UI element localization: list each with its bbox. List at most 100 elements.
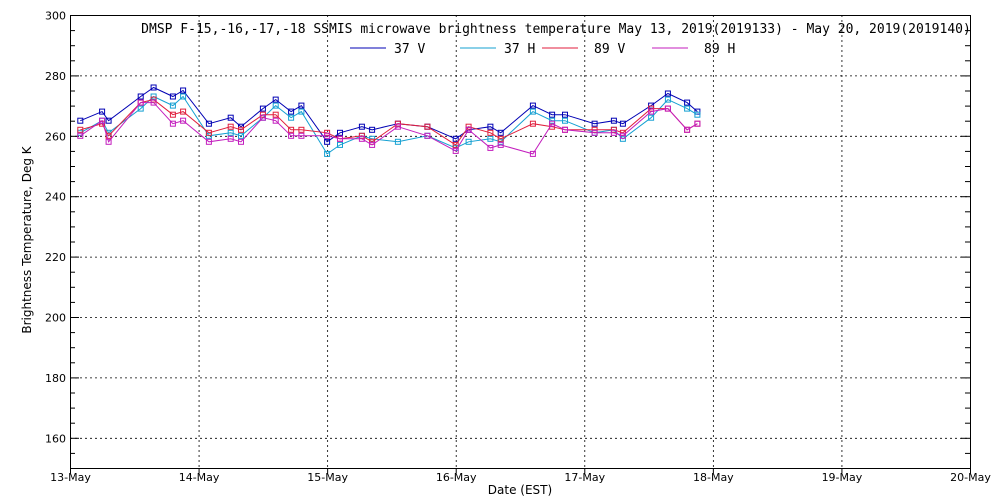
x-axis-title: Date (EST) xyxy=(488,483,552,497)
data-point xyxy=(619,120,626,127)
data-point xyxy=(298,108,305,115)
data-point xyxy=(465,126,472,133)
data-point xyxy=(150,99,157,106)
data-point xyxy=(452,135,459,142)
data-point xyxy=(562,126,568,133)
data-point xyxy=(77,117,84,124)
x-tick-label: 16-May xyxy=(436,471,477,484)
data-point xyxy=(105,117,112,124)
data-point xyxy=(205,129,212,136)
data-point xyxy=(238,132,244,139)
data-point xyxy=(694,108,701,115)
data-point xyxy=(150,93,157,100)
data-point xyxy=(337,135,343,142)
data-point xyxy=(684,99,691,106)
y-tick-label: 200 xyxy=(45,312,66,325)
data-point xyxy=(694,120,701,127)
x-tick-label: 20-May xyxy=(950,471,991,484)
legend-label-89v: 89 V xyxy=(594,42,625,57)
data-point xyxy=(137,105,144,112)
legend-label-37h: 37 H xyxy=(504,42,535,57)
data-point xyxy=(324,132,331,139)
data-point xyxy=(205,138,212,145)
data-point xyxy=(137,99,144,106)
data-point xyxy=(487,144,494,151)
data-point xyxy=(272,117,279,124)
data-point xyxy=(238,126,244,133)
legend: 37 V 37 H 89 V 89 H xyxy=(350,42,735,57)
data-point xyxy=(694,111,701,118)
data-point xyxy=(169,102,176,109)
data-point xyxy=(529,102,536,109)
y-tick-label: 160 xyxy=(45,432,66,445)
data-point xyxy=(497,135,504,142)
data-point xyxy=(99,108,106,115)
data-point xyxy=(288,108,295,115)
data-point xyxy=(529,120,536,127)
x-tick-label: 19-May xyxy=(822,471,863,484)
data-point xyxy=(298,132,305,139)
data-point xyxy=(487,135,494,142)
series-line xyxy=(80,99,698,146)
x-tick-label: 17-May xyxy=(564,471,605,484)
data-point xyxy=(591,120,598,127)
data-point xyxy=(288,114,295,121)
data-point xyxy=(298,126,305,133)
data-point xyxy=(424,123,431,130)
data-point xyxy=(288,126,295,133)
grid xyxy=(70,15,970,468)
data-point xyxy=(465,138,472,145)
data-point xyxy=(452,147,459,154)
data-point xyxy=(77,126,84,133)
y-tick-label: 240 xyxy=(45,191,66,204)
data-point xyxy=(105,132,112,139)
data-point xyxy=(684,126,691,133)
data-point xyxy=(169,93,176,100)
legend-label-37v: 37 V xyxy=(394,42,425,57)
data-point xyxy=(180,117,187,124)
data-point xyxy=(664,90,671,97)
data-point xyxy=(105,138,112,145)
data-point xyxy=(452,141,459,148)
data-point xyxy=(664,96,671,103)
y-tick-label: 260 xyxy=(45,130,66,143)
data-point xyxy=(497,141,504,148)
data-point xyxy=(610,117,617,124)
x-tick-label: 18-May xyxy=(693,471,734,484)
data-point xyxy=(180,87,187,94)
data-point xyxy=(664,105,671,112)
chart-title: DMSP F-15,-16,-17,-18 SSMIS microwave br… xyxy=(141,22,971,37)
data-point xyxy=(298,102,305,109)
data-point xyxy=(227,114,234,121)
data-point xyxy=(487,123,494,130)
data-point xyxy=(227,123,234,130)
data-point xyxy=(549,111,556,118)
data-point xyxy=(648,108,655,115)
data-point xyxy=(497,129,504,136)
data-point xyxy=(358,135,365,142)
data-point xyxy=(288,132,295,139)
data-point xyxy=(487,129,494,136)
y-tick-label: 300 xyxy=(45,10,66,23)
data-point xyxy=(648,114,655,121)
legend-label-89h: 89 H xyxy=(704,42,735,57)
data-point xyxy=(358,123,365,130)
data-point xyxy=(529,108,536,115)
data-point xyxy=(77,132,84,139)
y-tick-label: 220 xyxy=(45,251,66,264)
x-tick-label: 13-May xyxy=(50,471,91,484)
data-point xyxy=(137,93,144,100)
y-tick-label: 280 xyxy=(45,70,66,83)
data-point xyxy=(324,138,331,145)
series-line xyxy=(80,102,698,155)
data-point xyxy=(619,132,626,139)
axis-ticks: 160 180 200 220 240 260 280 300 13-May 14-May 15-M… xyxy=(45,10,991,485)
data-point xyxy=(369,126,376,133)
y-tick-label: 180 xyxy=(45,372,66,385)
data-point xyxy=(259,114,266,121)
data-point xyxy=(180,108,187,115)
data-point xyxy=(591,129,598,136)
data-point xyxy=(180,93,187,100)
